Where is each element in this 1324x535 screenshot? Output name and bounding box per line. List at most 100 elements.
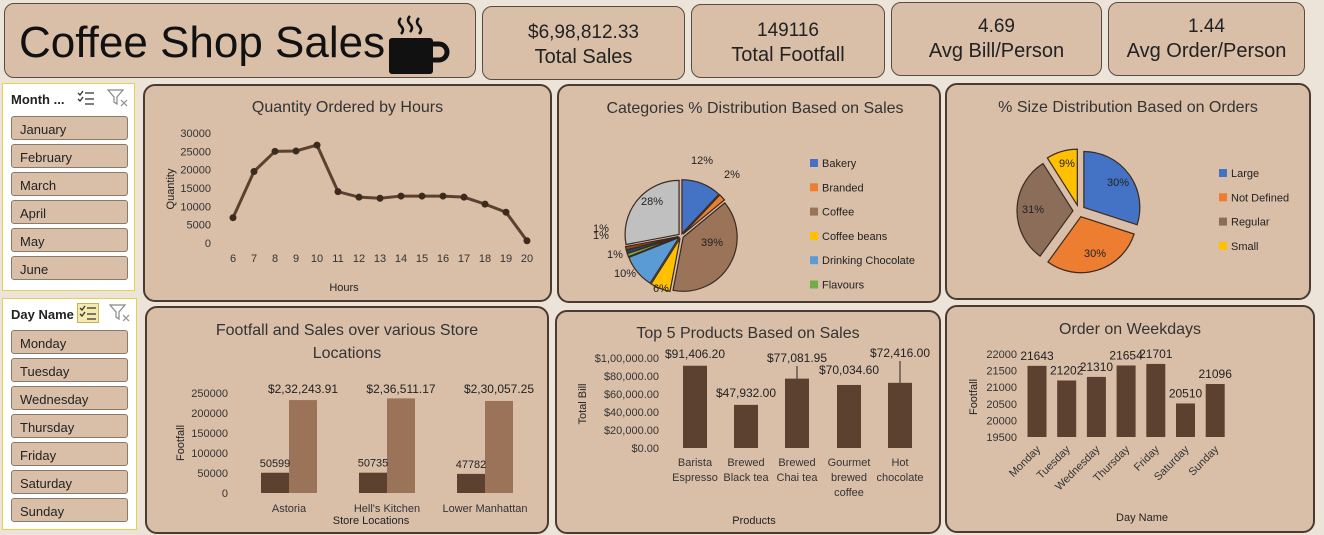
kpi-label: Avg Order/Person: [1126, 40, 1287, 62]
multi-select-icon[interactable]: [77, 303, 99, 323]
slicer-item-sunday[interactable]: Sunday: [11, 498, 128, 522]
x-tick-label: chocolate: [876, 472, 923, 484]
data-label: 31%: [1022, 204, 1044, 216]
pie-slice: [1047, 216, 1135, 274]
x-tick-label: Espresso: [672, 472, 718, 484]
slicer-item-thursday[interactable]: Thursday: [11, 414, 128, 438]
x-tick-label: 14: [395, 253, 407, 265]
kpi-value: $6,98,812.33: [528, 22, 639, 43]
weekday-bar: [1146, 363, 1166, 437]
data-label: $70,034.60: [819, 363, 879, 377]
slicer-item-friday[interactable]: Friday: [11, 442, 128, 466]
y-tick-label: 30000: [180, 128, 211, 140]
slicer-item-tuesday[interactable]: Tuesday: [11, 358, 128, 382]
coffee-cup-icon: [389, 15, 450, 74]
y-tick-label: 20000: [986, 415, 1017, 427]
legend-swatch: [1219, 169, 1227, 177]
data-label: $2,30,057.25: [464, 382, 534, 396]
x-tick-label: 10: [311, 253, 323, 265]
weekday-bar: [1205, 384, 1225, 437]
legend-swatch: [810, 231, 818, 240]
sales-bar: [387, 398, 415, 493]
data-point: [481, 200, 489, 208]
data-point: [250, 168, 258, 175]
category-chart-panel: Categories % Distribution Based on Sales…: [557, 84, 941, 303]
kpi-total-sales: $6,98,812.33 Total Sales: [482, 6, 685, 80]
slicer-item-january[interactable]: January: [11, 116, 128, 140]
kpi-total-footfall: 149116 Total Footfall: [691, 4, 885, 78]
slicer-item-april[interactable]: April: [11, 200, 128, 224]
data-label: $77,081.95: [767, 351, 827, 365]
chart-title: Quantity Ordered by Hours: [251, 99, 444, 116]
x-tick-label: Hot: [891, 457, 908, 469]
data-point: [397, 192, 405, 200]
products-bar-chart: $0.00 $20,000.00 $40,000.00 $60,000.00 $80,0…: [577, 346, 930, 527]
sales-bar: [485, 400, 513, 493]
pie-slice: [681, 179, 720, 236]
clear-filter-icon[interactable]: [109, 304, 131, 322]
data-label: 39%: [701, 237, 723, 249]
slicer-item-wednesday[interactable]: Wednesday: [11, 386, 128, 410]
x-tick-label: Chai tea: [777, 472, 819, 484]
slicer-item-june[interactable]: June: [11, 256, 128, 280]
pie-slice: [682, 194, 726, 235]
y-tick-label: 5000: [187, 220, 211, 232]
kpi-label: Total Footfall: [731, 44, 845, 66]
data-point: [460, 193, 468, 201]
chart-title: % Size Distribution Based on Orders: [998, 99, 1258, 116]
data-label: 2%: [724, 169, 740, 181]
data-label: 6%: [653, 283, 669, 295]
y-tick-label: 200000: [191, 408, 228, 420]
pie-slice: [1083, 150, 1141, 226]
data-point: [292, 147, 300, 155]
slicer-item-february[interactable]: February: [11, 144, 128, 168]
legend-swatch: [810, 256, 818, 265]
slicer-item-monday[interactable]: Monday: [11, 330, 128, 354]
slicer-item-march[interactable]: March: [11, 172, 128, 196]
y-tick-label: $1,00,000.00: [595, 353, 659, 365]
data-label: 50599: [260, 458, 291, 470]
data-point: [313, 141, 321, 149]
x-tick-label: Astoria: [272, 503, 307, 515]
sales-bar: [289, 400, 317, 493]
slicer-item-may[interactable]: May: [11, 228, 128, 252]
data-label: 20510: [1169, 386, 1203, 400]
y-tick-label: 22000: [986, 349, 1017, 361]
data-point: [439, 192, 447, 200]
y-tick-label: 0: [205, 238, 211, 250]
product-bar: [734, 404, 758, 448]
legend-swatch: [810, 159, 818, 167]
x-tick-label: 18: [479, 253, 491, 265]
y-tick-label: 25000: [180, 146, 211, 158]
x-tick-label: Sunday: [1186, 443, 1221, 478]
legend-entry: Drinking Chocolate: [822, 255, 915, 267]
y-tick-label: $60,000.00: [604, 389, 659, 401]
legend-swatch: [810, 280, 818, 289]
y-tick-label: $20,000.00: [604, 425, 659, 437]
data-label: 21701: [1139, 347, 1173, 361]
data-point: [229, 214, 237, 222]
data-label: 30%: [1084, 248, 1106, 260]
x-tick-label: Brewed: [727, 457, 764, 469]
y-tick-label: $80,000.00: [604, 371, 659, 383]
slicer-item-saturday[interactable]: Saturday: [11, 470, 128, 494]
x-tick-label: Black tea: [723, 472, 769, 484]
x-tick-label: 13: [374, 253, 386, 265]
multi-select-icon[interactable]: [77, 90, 95, 106]
legend-entry: Large: [1231, 168, 1259, 180]
clear-filter-icon[interactable]: [107, 89, 129, 107]
y-tick-label: 0: [222, 488, 228, 500]
slicer-header: Month ...: [11, 92, 65, 107]
y-axis-label: Footfall: [175, 425, 187, 461]
x-tick-label: 16: [437, 253, 449, 265]
legend-entry: Small: [1231, 241, 1259, 253]
size-chart-panel: % Size Distribution Based on Orders 30% 3…: [945, 83, 1311, 300]
data-label: $47,932.00: [716, 386, 776, 400]
legend-entry: Branded: [822, 182, 864, 194]
x-tick-label: 11: [332, 253, 343, 265]
x-tick-label: 7: [251, 253, 257, 265]
data-label: 28%: [641, 196, 663, 208]
data-label: 21310: [1080, 360, 1114, 374]
y-tick-label: 50000: [197, 468, 228, 480]
